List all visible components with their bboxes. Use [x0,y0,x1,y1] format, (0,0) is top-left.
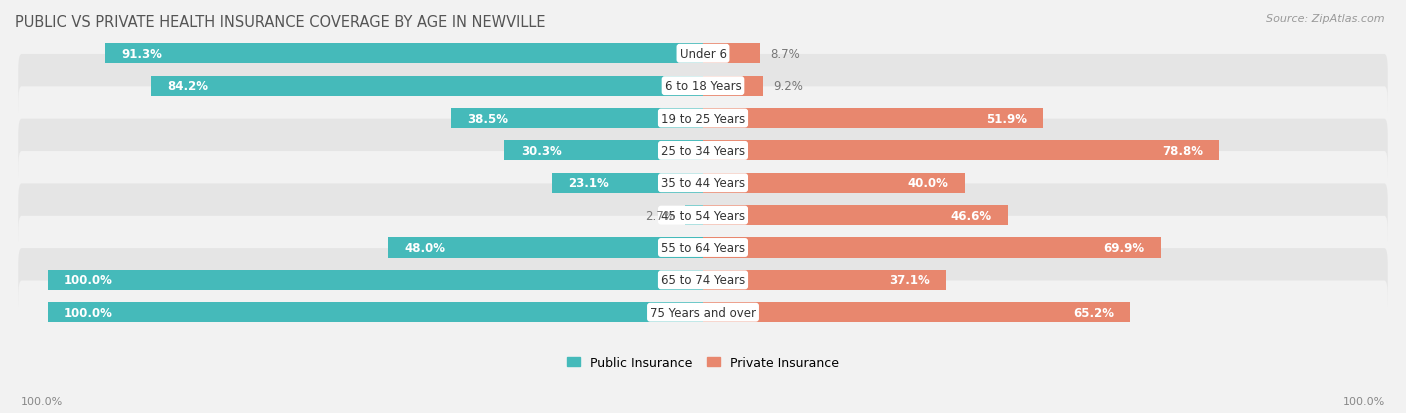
Text: 100.0%: 100.0% [65,274,112,287]
Text: Source: ZipAtlas.com: Source: ZipAtlas.com [1267,14,1385,24]
Text: 19 to 25 Years: 19 to 25 Years [661,112,745,125]
FancyBboxPatch shape [18,119,1388,183]
Text: Under 6: Under 6 [679,47,727,61]
Text: 55 to 64 Years: 55 to 64 Years [661,242,745,254]
Bar [703,206,1008,225]
Text: 100.0%: 100.0% [65,306,112,319]
Text: 2.7%: 2.7% [645,209,675,222]
Text: 45 to 54 Years: 45 to 54 Years [661,209,745,222]
FancyBboxPatch shape [18,87,1388,150]
Text: 35 to 44 Years: 35 to 44 Years [661,177,745,190]
Text: 40.0%: 40.0% [908,177,949,190]
Bar [703,76,763,97]
Bar [451,109,703,129]
Text: 75 Years and over: 75 Years and over [650,306,756,319]
Text: 30.3%: 30.3% [520,145,561,157]
Bar [152,76,703,97]
Text: 8.7%: 8.7% [770,47,800,61]
Text: 100.0%: 100.0% [21,396,63,406]
Text: 23.1%: 23.1% [568,177,609,190]
Text: 84.2%: 84.2% [167,80,208,93]
Bar [703,44,761,64]
Legend: Public Insurance, Private Insurance: Public Insurance, Private Insurance [567,356,839,369]
Text: 9.2%: 9.2% [773,80,803,93]
Bar [105,44,703,64]
Bar [505,141,703,161]
Text: 100.0%: 100.0% [1343,396,1385,406]
Text: 91.3%: 91.3% [121,47,162,61]
Text: 25 to 34 Years: 25 to 34 Years [661,145,745,157]
Text: PUBLIC VS PRIVATE HEALTH INSURANCE COVERAGE BY AGE IN NEWVILLE: PUBLIC VS PRIVATE HEALTH INSURANCE COVER… [15,15,546,30]
Text: 46.6%: 46.6% [950,209,993,222]
Text: 65 to 74 Years: 65 to 74 Years [661,274,745,287]
Bar [703,173,965,193]
Text: 6 to 18 Years: 6 to 18 Years [665,80,741,93]
Text: 65.2%: 65.2% [1073,306,1114,319]
FancyBboxPatch shape [18,281,1388,344]
Text: 38.5%: 38.5% [467,112,508,125]
FancyBboxPatch shape [18,184,1388,247]
FancyBboxPatch shape [18,216,1388,280]
FancyBboxPatch shape [18,249,1388,312]
FancyBboxPatch shape [18,23,1388,86]
FancyBboxPatch shape [18,55,1388,118]
Bar [703,238,1161,258]
Bar [703,109,1043,129]
Text: 51.9%: 51.9% [986,112,1026,125]
Bar [48,302,703,323]
Text: 48.0%: 48.0% [405,242,446,254]
Text: 37.1%: 37.1% [889,274,929,287]
Bar [685,206,703,225]
Bar [48,270,703,290]
Text: 69.9%: 69.9% [1104,242,1144,254]
Bar [388,238,703,258]
Bar [703,302,1130,323]
Text: 78.8%: 78.8% [1161,145,1204,157]
FancyBboxPatch shape [18,152,1388,215]
Bar [551,173,703,193]
Bar [703,141,1219,161]
Bar [703,270,946,290]
